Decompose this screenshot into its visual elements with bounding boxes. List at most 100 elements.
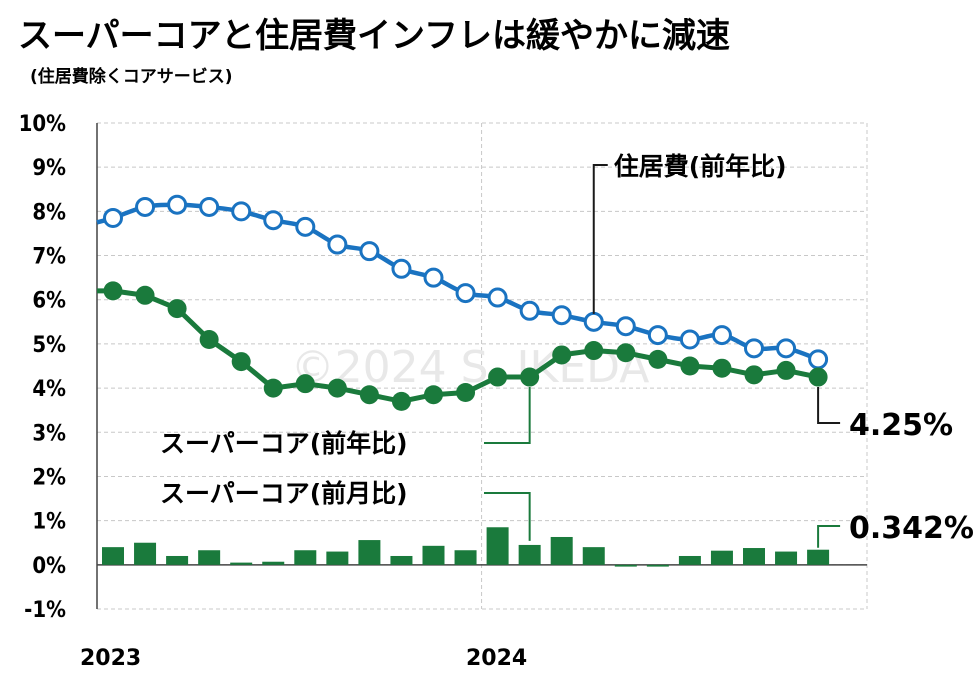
end-label-yoy: 4.25% bbox=[849, 408, 953, 443]
chart-subtitle: (住居費除くコアサービス) bbox=[30, 67, 233, 87]
point-housing bbox=[808, 349, 829, 370]
point-supercore bbox=[808, 367, 828, 387]
point-housing bbox=[744, 338, 764, 359]
bar bbox=[582, 547, 605, 565]
point-housing bbox=[135, 196, 156, 217]
y-tick-label: 8% bbox=[32, 200, 66, 225]
bar bbox=[550, 536, 573, 565]
bar bbox=[454, 550, 477, 565]
bar bbox=[710, 550, 733, 565]
point-supercore bbox=[359, 385, 379, 405]
label-supercore-yoy: スーパーコア(前年比) bbox=[160, 429, 408, 458]
leader-housing bbox=[592, 164, 608, 314]
leader-supercore-mom bbox=[484, 492, 531, 541]
point-supercore bbox=[199, 329, 219, 349]
label-supercore-mom: スーパーコア(前月比) bbox=[160, 479, 408, 508]
bar bbox=[230, 562, 253, 565]
point-supercore bbox=[552, 345, 572, 365]
point-supercore bbox=[231, 352, 251, 372]
bar bbox=[518, 544, 541, 565]
point-supercore bbox=[456, 383, 476, 403]
x-tick-label: 2024 bbox=[466, 646, 527, 671]
bar bbox=[358, 540, 381, 565]
point-supercore bbox=[616, 343, 636, 363]
point-supercore bbox=[584, 341, 604, 361]
point-supercore bbox=[520, 367, 540, 387]
point-supercore bbox=[488, 367, 508, 387]
bar bbox=[743, 548, 765, 565]
point-supercore bbox=[712, 358, 732, 378]
y-tick-label: 0% bbox=[32, 554, 66, 579]
line-series bbox=[96, 194, 829, 411]
y-tick-label: 4% bbox=[32, 377, 66, 402]
bar bbox=[807, 549, 830, 565]
leader-supercore-yoy bbox=[484, 387, 531, 444]
y-tick-label: 7% bbox=[32, 245, 66, 270]
bar bbox=[486, 527, 509, 565]
point-housing bbox=[711, 325, 732, 346]
point-housing bbox=[455, 283, 476, 304]
x-tick-label: 2023 bbox=[80, 646, 141, 671]
chart-title: スーパーコアと住居費インフレは緩やかに減速 bbox=[18, 16, 730, 56]
point-housing bbox=[423, 267, 444, 288]
y-tick-label: -1% bbox=[24, 598, 66, 623]
point-housing bbox=[295, 216, 316, 237]
point-housing bbox=[487, 287, 508, 308]
point-supercore bbox=[424, 385, 443, 405]
point-housing bbox=[359, 241, 380, 262]
leader-end-yoy bbox=[817, 387, 841, 424]
point-housing bbox=[679, 329, 700, 350]
bar bbox=[678, 555, 701, 565]
axes: 10% 9% 8% 7% 6% 5% 4% 3% 2% 1% 0% -1% 2023 2024 bbox=[19, 112, 867, 671]
point-housing bbox=[167, 194, 188, 215]
bar bbox=[134, 542, 157, 565]
bar bbox=[326, 551, 349, 565]
point-housing bbox=[263, 210, 284, 231]
y-tick-label: 5% bbox=[32, 333, 66, 358]
bar-series bbox=[102, 527, 830, 567]
bar bbox=[422, 545, 445, 565]
point-housing bbox=[583, 311, 604, 332]
y-tick-label: 2% bbox=[32, 465, 66, 490]
point-supercore bbox=[680, 356, 700, 376]
point-supercore bbox=[744, 365, 764, 385]
y-tick-label: 3% bbox=[32, 421, 66, 446]
annotations: 住居費(前年比) スーパーコア(前年比) スーパーコア(前月比) 4.25% 0.342… bbox=[160, 152, 974, 548]
point-supercore bbox=[648, 349, 668, 369]
end-label-mom: 0.342% bbox=[849, 511, 974, 546]
point-housing bbox=[776, 338, 797, 359]
point-housing bbox=[199, 196, 220, 217]
point-supercore bbox=[295, 374, 315, 394]
bar bbox=[775, 551, 798, 565]
point-housing bbox=[647, 325, 668, 346]
y-tick-label: 10% bbox=[19, 112, 67, 137]
bar bbox=[614, 564, 637, 567]
leader-end-mom bbox=[817, 525, 841, 548]
point-supercore bbox=[327, 378, 347, 398]
bar bbox=[198, 550, 221, 565]
y-tick-label: 9% bbox=[32, 156, 66, 181]
bar bbox=[166, 555, 189, 565]
bar bbox=[294, 550, 317, 565]
y-tick-label: 6% bbox=[32, 289, 66, 314]
point-housing bbox=[103, 207, 123, 228]
point-supercore bbox=[776, 360, 796, 380]
point-supercore bbox=[135, 285, 155, 305]
point-supercore bbox=[167, 299, 187, 319]
point-supercore bbox=[103, 281, 123, 301]
point-supercore bbox=[263, 378, 283, 398]
bar bbox=[646, 564, 669, 567]
point-supercore bbox=[391, 391, 411, 411]
point-housing bbox=[615, 316, 636, 337]
point-housing bbox=[391, 258, 412, 279]
label-housing: 住居費(前年比) bbox=[614, 152, 787, 181]
point-housing bbox=[519, 300, 540, 321]
point-housing bbox=[327, 234, 348, 255]
bar bbox=[262, 561, 285, 565]
y-tick-label: 1% bbox=[32, 510, 66, 535]
point-housing bbox=[231, 201, 252, 222]
bar bbox=[390, 555, 413, 565]
bar bbox=[102, 547, 124, 565]
point-housing bbox=[551, 305, 572, 326]
